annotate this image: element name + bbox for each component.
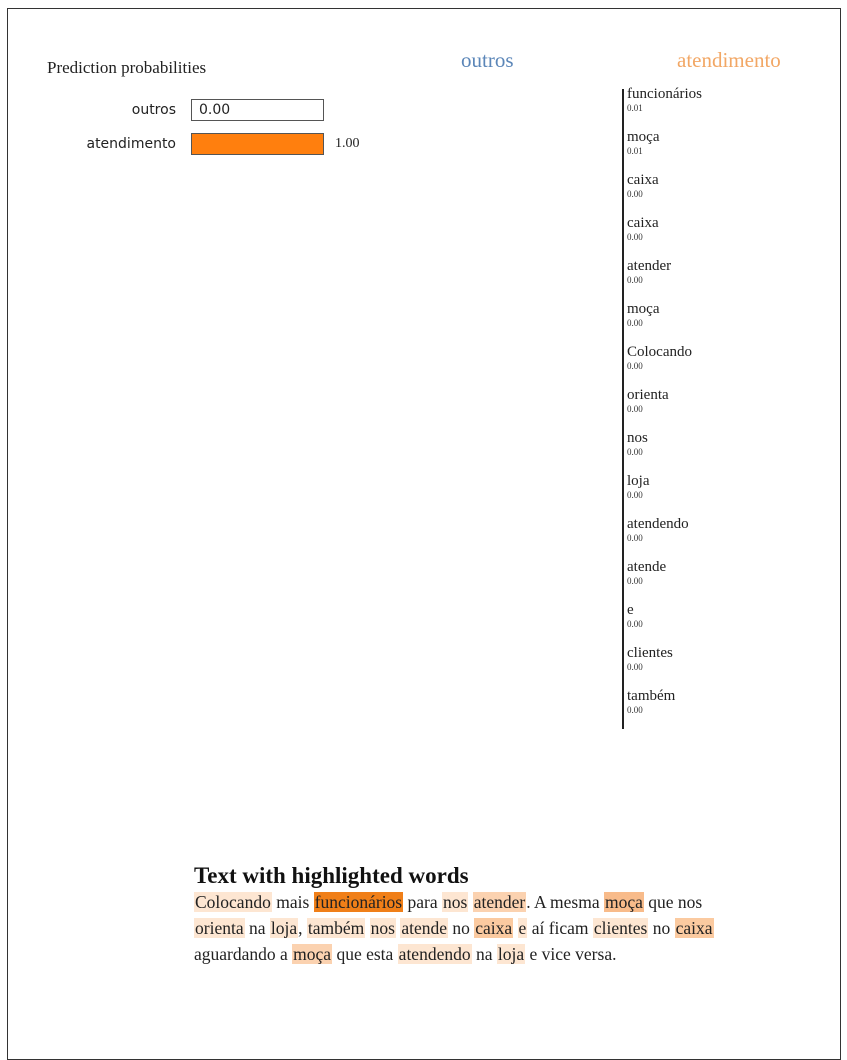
class-label-atendimento: atendimento (86, 136, 176, 152)
feature-word: loja (627, 473, 650, 489)
class-header-outros: outros (461, 48, 514, 72)
highlighted-word: nos (442, 892, 469, 912)
feature-item: moça 0.01 (627, 129, 827, 156)
text-fragment: aí ficam (527, 918, 593, 938)
highlighted-word: funcionários (313, 892, 404, 912)
feature-item: caixa 0.00 (627, 215, 827, 242)
feature-item: também 0.00 (627, 688, 827, 715)
feature-weight: 0.00 (627, 361, 643, 371)
text-fragment: que nos (643, 892, 703, 912)
highlighted-word: loja (496, 944, 526, 964)
highlighted-word: moça (603, 892, 644, 912)
feature-word: funcionários (627, 86, 702, 102)
text-fragment: . A mesma (526, 892, 604, 912)
feature-word: orienta (627, 387, 669, 403)
feature-weight: 0.01 (627, 103, 643, 113)
feature-weight: 0.00 (627, 576, 643, 586)
feature-weight: 0.00 (627, 232, 643, 242)
highlighted-word: orienta (194, 918, 245, 938)
text-fragment (513, 918, 517, 938)
probability-row-atendimento: atendimento 1.00 (8, 133, 408, 157)
feature-weight: 0.00 (627, 619, 643, 629)
feature-weight: 0.00 (627, 275, 643, 285)
text-fragment (365, 918, 369, 938)
text-fragment: aguardando a (194, 944, 293, 964)
highlighted-word: moça (292, 944, 333, 964)
feature-word: caixa (627, 215, 659, 231)
feature-word: Colocando (627, 344, 692, 360)
feature-weight: 0.00 (627, 447, 643, 457)
feature-word: também (627, 688, 676, 704)
class-header-atendimento: atendimento (677, 48, 781, 72)
feature-item: nos 0.00 (627, 430, 827, 457)
feature-word: atender (627, 258, 672, 274)
feature-word: clientes (627, 645, 673, 661)
feature-item: orienta 0.00 (627, 387, 827, 414)
feature-weight: 0.00 (627, 533, 643, 543)
feature-item: Colocando 0.00 (627, 344, 827, 371)
prediction-probabilities-title: Prediction probabilities (47, 58, 207, 77)
feature-weight: 0.00 (627, 404, 643, 414)
feature-weight: 0.00 (627, 705, 643, 715)
feature-word: atendendo (627, 516, 689, 532)
probability-value-atendimento: 1.00 (335, 136, 360, 151)
highlighted-word: atende (400, 918, 448, 938)
highlighted-word: também (306, 918, 366, 938)
feature-word: caixa (627, 172, 659, 188)
feature-item: funcionários 0.01 (627, 86, 827, 113)
feature-axis (622, 89, 624, 729)
feature-weight: 0.00 (627, 490, 643, 500)
feature-weight: 0.00 (627, 189, 643, 199)
probability-row-outros: outros 0.00 (8, 99, 408, 123)
explanation-frame: Prediction probabilities outros 0.00 ate… (7, 8, 841, 1060)
highlighted-text-title: Text with highlighted words (194, 863, 469, 888)
text-fragment: para (403, 892, 442, 912)
text-fragment: que esta (332, 944, 398, 964)
highlighted-text-body: Colocando mais funcionários para nos ate… (194, 889, 734, 967)
highlighted-word: atender (472, 892, 527, 912)
feature-word: moça (627, 301, 660, 317)
text-fragment: , (298, 918, 307, 938)
highlighted-word: Colocando (194, 892, 272, 912)
highlighted-word: e (517, 918, 528, 938)
feature-item: atende 0.00 (627, 559, 827, 586)
feature-item: clientes 0.00 (627, 645, 827, 672)
text-fragment: mais (271, 892, 314, 912)
feature-weight: 0.00 (627, 318, 643, 328)
feature-word: nos (627, 430, 648, 446)
highlighted-word: clientes (592, 918, 649, 938)
feature-item: loja 0.00 (627, 473, 827, 500)
highlighted-word: nos (369, 918, 396, 938)
feature-weight: 0.01 (627, 146, 643, 156)
probability-bar-outros: 0.00 (191, 99, 324, 121)
text-fragment: na (471, 944, 497, 964)
probability-value-outros: 0.00 (199, 102, 231, 118)
feature-weight: 0.00 (627, 662, 643, 672)
feature-word: atende (627, 559, 667, 575)
feature-item: atender 0.00 (627, 258, 827, 285)
feature-item: atendendo 0.00 (627, 516, 827, 543)
feature-word: moça (627, 129, 660, 145)
text-fragment: no (447, 918, 475, 938)
text-fragment: no (648, 918, 675, 938)
feature-item: caixa 0.00 (627, 172, 827, 199)
highlighted-word: loja (269, 918, 299, 938)
highlighted-word: caixa (674, 918, 714, 938)
text-fragment: e vice versa. (525, 944, 617, 964)
feature-word: e (627, 602, 634, 618)
highlighted-text-section: Text with highlighted words Colocando ma… (194, 863, 734, 967)
probability-bar-atendimento (191, 133, 324, 155)
highlighted-word: atendendo (397, 944, 472, 964)
class-label-outros: outros (131, 102, 176, 118)
highlighted-word: caixa (474, 918, 514, 938)
feature-item: moça 0.00 (627, 301, 827, 328)
text-fragment: na (244, 918, 270, 938)
probability-bar-fill-atendimento (192, 134, 323, 154)
feature-item: e 0.00 (627, 602, 827, 629)
